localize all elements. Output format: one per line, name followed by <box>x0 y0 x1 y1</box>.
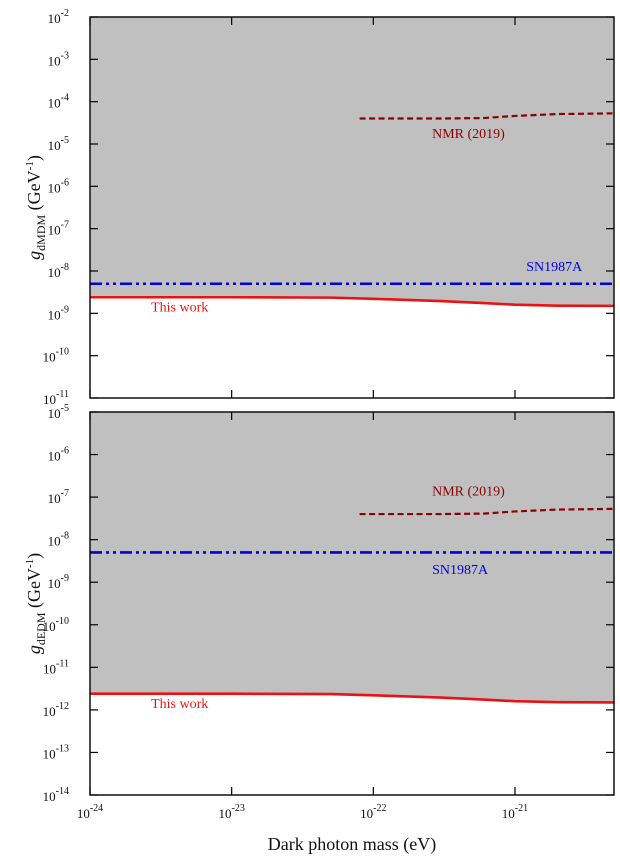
y-tick-label: 10-5 <box>48 135 69 153</box>
y-tick-label: 10-3 <box>48 50 69 68</box>
panel-bottom: 10-24 10-23 10-22 10-21 10-14 10-13 10-12 10-11… <box>24 403 615 855</box>
annotation-sn1987a: SN1987A <box>526 260 583 275</box>
panel-top: 10-11 10-10 10-9 10-8 10-7 10-6 10-5 10-4 10-3 10… <box>24 8 615 407</box>
series-line-nmr-2019 <box>359 507 615 516</box>
y-axis-title: gdEDM (GeV-1) <box>24 553 48 654</box>
series-line-nmr-2019 <box>359 112 615 120</box>
annotation-this-work: This work <box>151 301 208 316</box>
y-tick-label: 10-8 <box>48 262 69 280</box>
excluded-region <box>90 412 614 703</box>
y-tick-label: 10-4 <box>48 93 69 111</box>
plot-frame <box>89 16 615 399</box>
annotation-sn1987a: SN1987A <box>432 563 489 578</box>
y-tick-label: 10-9 <box>48 573 69 591</box>
series-line-this-work <box>90 295 615 308</box>
y-axis-title: gdMDM (GeV-1) <box>24 155 48 260</box>
y-tick-label: 10-7 <box>48 488 69 506</box>
y-tick-label: 10-13 <box>43 743 69 761</box>
plot-frame <box>89 411 615 796</box>
series-line-this-work <box>90 692 615 704</box>
x-tick-label: 10-24 <box>77 803 103 821</box>
y-tick-label: 10-14 <box>43 786 69 804</box>
y-tick-label: 10-6 <box>48 177 69 195</box>
annotation-this-work: This work <box>151 697 208 712</box>
x-axis-title: Dark photon mass (eV) <box>268 834 436 855</box>
y-tick-label: 10-7 <box>48 220 69 238</box>
annotation-nmr-2019: NMR (2019) <box>432 484 505 499</box>
y-tick-label: 10-10 <box>43 616 69 634</box>
y-tick-label: 10-9 <box>48 304 69 322</box>
y-tick-label: 10-5 <box>48 403 69 421</box>
y-tick-label: 10-8 <box>48 531 69 549</box>
x-tick-label: 10-22 <box>360 803 386 821</box>
y-tick-label: 10-11 <box>43 389 69 407</box>
y-tick-label: 10-12 <box>43 701 69 719</box>
x-tick-label: 10-23 <box>218 803 244 821</box>
y-tick-label: 10-6 <box>48 446 69 464</box>
y-tick-label: 10-11 <box>43 658 69 676</box>
annotation-nmr-2019: NMR (2019) <box>432 127 505 142</box>
y-tick-label: 10-10 <box>43 347 69 365</box>
x-tick-label: 10-21 <box>502 803 528 821</box>
excluded-region <box>90 17 614 306</box>
y-tick-label: 10-2 <box>48 8 69 26</box>
